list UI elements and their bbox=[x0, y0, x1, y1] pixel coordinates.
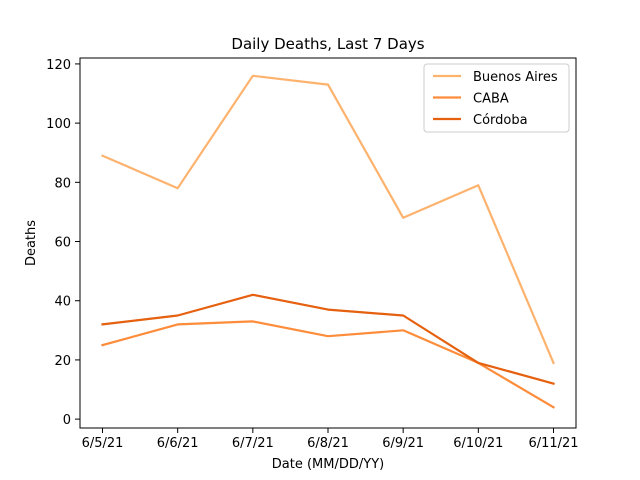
x-tick-label: 6/5/21 bbox=[82, 436, 124, 451]
series-line-0 bbox=[101, 74, 555, 365]
x-tick-label: 6/8/21 bbox=[307, 436, 349, 451]
legend: Buenos Aires CABA Córdoba bbox=[423, 63, 570, 133]
x-tick-label: 6/11/21 bbox=[528, 436, 578, 451]
x-tick-label: 6/10/21 bbox=[453, 436, 503, 451]
y-axis-label: Deaths bbox=[24, 220, 39, 266]
y-tick-label: 80 bbox=[54, 176, 71, 191]
x-axis-label: Date (MM/DD/YY) bbox=[272, 457, 384, 472]
legend-label: Buenos Aires bbox=[473, 70, 558, 85]
x-tick-label: 6/6/21 bbox=[157, 436, 199, 451]
x-tick-label: 6/7/21 bbox=[232, 436, 274, 451]
plot-frame bbox=[79, 57, 577, 429]
y-tick-label: 40 bbox=[54, 295, 71, 310]
y-tick-label: 0 bbox=[63, 413, 71, 428]
legend-label: CABA bbox=[473, 92, 509, 107]
y-tick-label: 20 bbox=[54, 354, 71, 369]
y-tick-label: 100 bbox=[46, 117, 71, 132]
plot-content: 6/5/21 6/6/21 6/7/21 6/8/21 6/9/21 6/10/21 6/1… bbox=[46, 58, 578, 451]
y-tick-label: 60 bbox=[54, 236, 71, 251]
x-tick-label: 6/9/21 bbox=[382, 436, 424, 451]
series-line-2 bbox=[101, 293, 555, 385]
legend-label: Córdoba bbox=[473, 113, 528, 128]
y-tick-label: 120 bbox=[46, 58, 71, 73]
legend-box bbox=[423, 63, 570, 133]
chart-title: Daily Deaths, Last 7 Days bbox=[231, 35, 424, 53]
